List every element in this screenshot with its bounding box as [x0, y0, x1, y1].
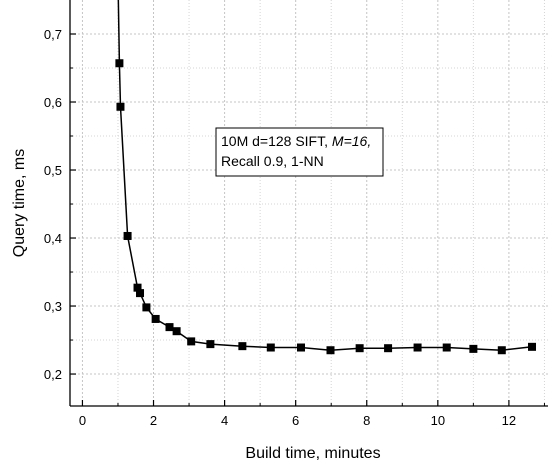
- annotation-italic: M=16,: [332, 133, 371, 149]
- x-tick-label: 8: [363, 413, 370, 428]
- data-point: [355, 344, 364, 353]
- data-point: [116, 102, 125, 111]
- data-point: [133, 283, 142, 292]
- annotation-prefix: 10M d=128 SIFT,: [221, 133, 332, 149]
- data-point: [142, 303, 151, 312]
- data-point: [187, 337, 196, 346]
- data-point: [206, 340, 215, 349]
- data-point: [497, 346, 506, 355]
- data-point: [413, 343, 422, 352]
- annotation-line-1: 10M d=128 SIFT, M=16,: [221, 133, 371, 149]
- x-tick-label: 12: [502, 413, 516, 428]
- x-axis-title: Build time, minutes: [245, 445, 380, 462]
- annotation-frame: [215, 127, 384, 177]
- data-point: [266, 343, 275, 352]
- data-point: [136, 289, 145, 298]
- x-tick-label: 2: [150, 413, 157, 428]
- data-point: [172, 327, 181, 336]
- series-layer: [115, 0, 537, 355]
- x-tick-label: 6: [292, 413, 299, 428]
- x-tick-label: 0: [79, 413, 86, 428]
- y-tick-label: 0,6: [44, 95, 62, 110]
- data-point: [165, 323, 174, 332]
- data-point: [297, 343, 306, 352]
- data-point: [151, 314, 160, 323]
- annotation-line-2: Recall 0.9, 1-NN: [221, 153, 324, 169]
- axes: [69, 0, 548, 407]
- y-tick-label: 0,3: [44, 299, 62, 314]
- y-tick-label: 0,5: [44, 163, 62, 178]
- x-tick-label: 10: [431, 413, 445, 428]
- y-tick-label: 0,7: [44, 27, 62, 42]
- data-point: [238, 342, 247, 351]
- y-tick-label: 0,4: [44, 231, 62, 246]
- y-axis-title: Query time, ms: [11, 149, 28, 257]
- data-point: [528, 342, 537, 351]
- data-point: [123, 231, 132, 240]
- data-point: [384, 344, 393, 353]
- x-tick-label: 4: [221, 413, 228, 428]
- y-tick-label: 0,2: [44, 367, 62, 382]
- data-point: [469, 344, 478, 353]
- data-point: [115, 59, 124, 68]
- tick-labels: 0 2 4 6 8 10 12 0,2 0,3 0,4 0,5 0,6 0,7: [44, 27, 516, 428]
- annotation-box: 10M d=128 SIFT, M=16, Recall 0.9, 1-NN: [215, 127, 384, 177]
- data-point: [442, 343, 451, 352]
- data-point: [326, 346, 335, 355]
